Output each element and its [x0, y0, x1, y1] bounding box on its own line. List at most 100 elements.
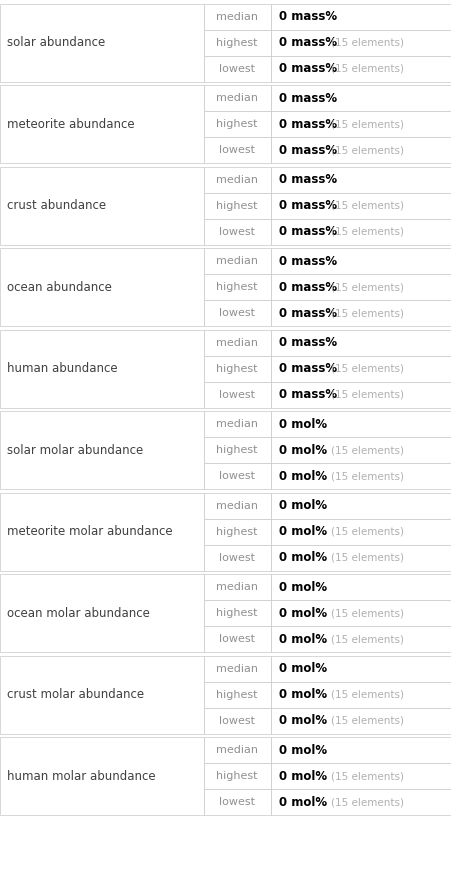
Text: solar abundance: solar abundance — [7, 36, 105, 49]
Bar — [271, 300, 451, 326]
Text: (15 elements): (15 elements) — [331, 771, 404, 781]
Text: lowest: lowest — [219, 64, 255, 73]
Text: 0 mol%: 0 mol% — [279, 499, 327, 512]
Bar — [271, 4, 451, 29]
Bar — [271, 737, 451, 763]
Text: 0 mass%: 0 mass% — [279, 92, 337, 104]
Text: (15 elements): (15 elements) — [331, 390, 404, 400]
Text: 0 mass%: 0 mass% — [279, 255, 337, 268]
Bar — [204, 355, 271, 382]
Text: 0 mol%: 0 mol% — [279, 525, 327, 538]
Bar — [0, 656, 204, 734]
Text: 0 mass%: 0 mass% — [279, 10, 337, 23]
Text: 0 mass%: 0 mass% — [279, 143, 337, 156]
Bar — [204, 763, 271, 789]
Text: 0 mass%: 0 mass% — [279, 199, 337, 212]
Bar — [204, 85, 271, 111]
Bar — [204, 492, 271, 519]
Text: (15 elements): (15 elements) — [331, 226, 404, 237]
Text: 0 mol%: 0 mol% — [279, 633, 327, 645]
Text: median: median — [216, 174, 258, 185]
Text: 0 mass%: 0 mass% — [279, 362, 337, 375]
Bar — [204, 300, 271, 326]
Text: highest: highest — [216, 363, 258, 374]
Bar — [0, 85, 204, 163]
Bar — [271, 463, 451, 489]
Text: (15 elements): (15 elements) — [331, 64, 404, 73]
Text: lowest: lowest — [219, 715, 255, 726]
Text: 0 mass%: 0 mass% — [279, 388, 337, 401]
Bar — [271, 682, 451, 707]
Bar — [271, 492, 451, 519]
Text: lowest: lowest — [219, 145, 255, 155]
Text: median: median — [216, 582, 258, 592]
Text: median: median — [216, 500, 258, 511]
Bar — [0, 4, 204, 81]
Bar — [271, 600, 451, 626]
Text: median: median — [216, 11, 258, 21]
Bar — [271, 574, 451, 600]
Text: 0 mol%: 0 mol% — [279, 606, 327, 620]
Text: ocean molar abundance: ocean molar abundance — [7, 606, 150, 620]
Text: (15 elements): (15 elements) — [331, 690, 404, 699]
Bar — [204, 274, 271, 300]
Bar — [204, 330, 271, 355]
Bar — [271, 29, 451, 56]
Bar — [204, 545, 271, 570]
Text: 0 mol%: 0 mol% — [279, 469, 327, 483]
Bar — [271, 137, 451, 163]
Text: 0 mol%: 0 mol% — [279, 714, 327, 727]
Text: human abundance: human abundance — [7, 362, 117, 375]
Bar — [271, 519, 451, 545]
Text: 0 mass%: 0 mass% — [279, 280, 337, 293]
Bar — [204, 193, 271, 218]
Text: lowest: lowest — [219, 226, 255, 237]
Bar — [204, 4, 271, 29]
Bar — [0, 411, 204, 489]
Text: 0 mol%: 0 mol% — [279, 581, 327, 593]
Bar — [204, 248, 271, 274]
Text: crust molar abundance: crust molar abundance — [7, 688, 144, 701]
Bar — [271, 437, 451, 463]
Bar — [271, 330, 451, 355]
Bar — [204, 737, 271, 763]
Text: (15 elements): (15 elements) — [331, 145, 404, 155]
Text: highest: highest — [216, 608, 258, 618]
Bar — [271, 763, 451, 789]
Text: (15 elements): (15 elements) — [331, 363, 404, 374]
Bar — [204, 463, 271, 489]
Text: 0 mass%: 0 mass% — [279, 307, 337, 319]
Text: (15 elements): (15 elements) — [331, 527, 404, 537]
Text: (15 elements): (15 elements) — [331, 37, 404, 48]
Bar — [204, 600, 271, 626]
Bar — [204, 382, 271, 408]
Text: highest: highest — [216, 445, 258, 455]
Bar — [204, 574, 271, 600]
Text: (15 elements): (15 elements) — [331, 119, 404, 129]
Bar — [271, 218, 451, 245]
Text: crust abundance: crust abundance — [7, 199, 106, 212]
Bar — [204, 137, 271, 163]
Bar — [271, 382, 451, 408]
Text: 0 mol%: 0 mol% — [279, 796, 327, 809]
Text: 0 mass%: 0 mass% — [279, 173, 337, 186]
Bar — [271, 355, 451, 382]
Text: (15 elements): (15 elements) — [331, 471, 404, 481]
Bar — [271, 248, 451, 274]
Bar — [204, 656, 271, 682]
Bar — [0, 737, 204, 815]
Text: (15 elements): (15 elements) — [331, 608, 404, 618]
Text: (15 elements): (15 elements) — [331, 634, 404, 644]
Bar — [204, 682, 271, 707]
Text: median: median — [216, 338, 258, 347]
Bar — [271, 707, 451, 734]
Text: 0 mass%: 0 mass% — [279, 118, 337, 131]
Bar — [204, 411, 271, 437]
Text: solar molar abundance: solar molar abundance — [7, 444, 143, 456]
Text: 0 mass%: 0 mass% — [279, 62, 337, 75]
Text: 0 mol%: 0 mol% — [279, 688, 327, 701]
Text: highest: highest — [216, 527, 258, 537]
Text: 0 mol%: 0 mol% — [279, 551, 327, 564]
Text: (15 elements): (15 elements) — [331, 445, 404, 455]
Bar — [271, 789, 451, 815]
